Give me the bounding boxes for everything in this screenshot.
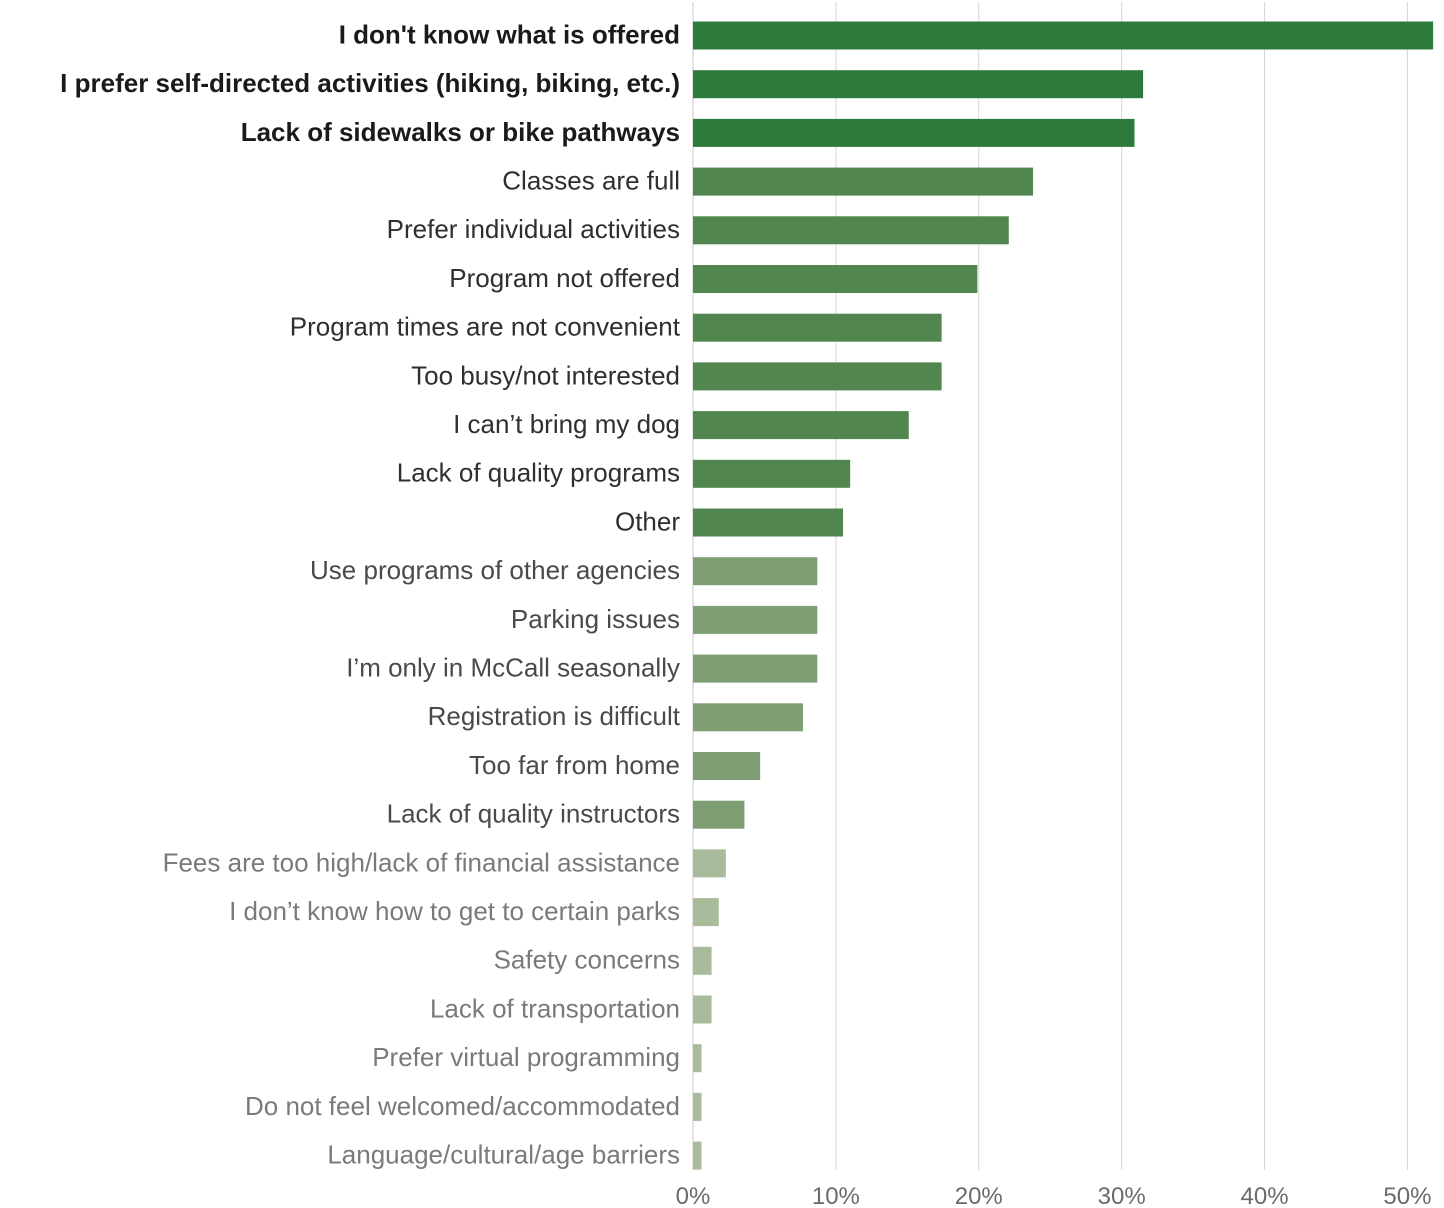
x-tick-label: 10% xyxy=(812,1183,860,1208)
bar xyxy=(693,996,712,1024)
bar xyxy=(693,849,726,877)
bar xyxy=(693,509,843,537)
category-label: Fees are too high/lack of financial assi… xyxy=(163,847,680,877)
category-labels: I don't know what is offered I prefer sel… xyxy=(60,19,681,1169)
category-label: Parking issues xyxy=(511,604,680,634)
bar xyxy=(693,460,850,488)
category-label: Safety concerns xyxy=(494,945,680,975)
category-label: I prefer self-directed activities (hikin… xyxy=(60,68,680,98)
category-label: Lack of quality instructors xyxy=(387,799,680,829)
bar xyxy=(693,752,760,780)
x-axis-ticks: 0% 10% 20% 30% 40% 50% xyxy=(676,1183,1432,1208)
bar xyxy=(693,703,803,731)
bar xyxy=(693,801,744,829)
bar xyxy=(693,22,1433,50)
category-label: Lack of quality programs xyxy=(397,458,680,488)
category-label: Too far from home xyxy=(469,750,680,780)
bars xyxy=(693,22,1433,1170)
bar xyxy=(693,898,719,926)
bar xyxy=(693,314,942,342)
category-label: Prefer individual activities xyxy=(387,214,680,244)
x-tick-label: 50% xyxy=(1383,1183,1431,1208)
bar xyxy=(693,265,977,293)
bar xyxy=(693,1142,702,1170)
bar xyxy=(693,119,1135,147)
bar xyxy=(693,362,942,390)
category-label: I can’t bring my dog xyxy=(453,409,680,439)
bar xyxy=(693,216,1009,244)
x-tick-label: 20% xyxy=(955,1183,1003,1208)
category-label: Lack of transportation xyxy=(430,993,680,1023)
bar xyxy=(693,70,1143,98)
category-label: Do not feel welcomed/accommodated xyxy=(245,1091,680,1121)
category-label: Too busy/not interested xyxy=(411,360,680,390)
category-label: Registration is difficult xyxy=(428,701,681,731)
x-tick-label: 30% xyxy=(1098,1183,1146,1208)
bar xyxy=(693,655,817,683)
bar xyxy=(693,1093,702,1121)
category-label: Use programs of other agencies xyxy=(310,555,680,585)
x-tick-label: 0% xyxy=(676,1183,711,1208)
category-label: I don't know what is offered xyxy=(339,19,680,49)
category-label: Language/cultural/age barriers xyxy=(327,1139,680,1169)
bar xyxy=(693,168,1033,196)
category-label: Lack of sidewalks or bike pathways xyxy=(241,117,680,147)
bar xyxy=(693,1044,702,1072)
category-label: Program times are not convenient xyxy=(290,312,681,342)
category-label: Other xyxy=(615,506,680,536)
category-label: Prefer virtual programming xyxy=(372,1042,680,1072)
category-label: I’m only in McCall seasonally xyxy=(346,652,680,682)
x-tick-label: 40% xyxy=(1241,1183,1289,1208)
category-label: I don’t know how to get to certain parks xyxy=(229,896,680,926)
bar xyxy=(693,411,909,439)
category-label: Classes are full xyxy=(502,165,680,195)
bar xyxy=(693,606,817,634)
bar xyxy=(693,557,817,585)
category-label: Program not offered xyxy=(449,263,680,293)
bar xyxy=(693,947,712,975)
